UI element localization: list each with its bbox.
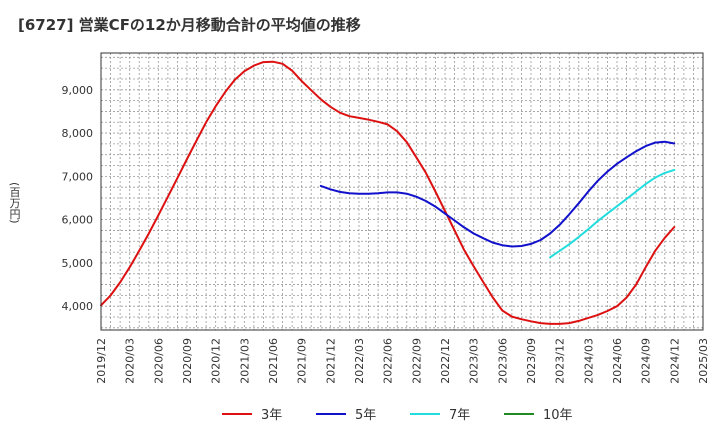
series-line <box>549 168 676 259</box>
series-line <box>319 140 676 248</box>
x-tick-label: 2023/06 <box>496 338 509 384</box>
x-tick-label: 2024/09 <box>640 338 653 384</box>
x-tick-label: 2020/03 <box>124 338 137 384</box>
x-tick-label: 2021/09 <box>296 338 309 384</box>
plot-frame <box>100 52 704 331</box>
y-tick-label: 8,000 <box>62 127 94 140</box>
y-tick-label: 9,000 <box>62 84 94 97</box>
y-tick-label: 6,000 <box>62 214 94 227</box>
legend-label: 10年 <box>543 408 573 423</box>
x-tick-label: 2021/06 <box>267 338 280 384</box>
legend-label: 5年 <box>355 408 376 423</box>
legend-label: 3年 <box>261 408 282 423</box>
x-tick-label: 2020/06 <box>152 338 165 384</box>
y-tick-label: 5,000 <box>62 257 94 270</box>
x-tick-label: 2019/12 <box>95 338 108 384</box>
x-tick-label: 2023/12 <box>554 338 567 384</box>
x-tick-label: 2024/03 <box>582 338 595 384</box>
y-axis-label: (百万円) <box>8 182 21 224</box>
x-tick-label: 2022/06 <box>382 338 395 384</box>
legend: 3年 5年 7年 10年 <box>222 408 573 423</box>
x-tick-label: 2021/03 <box>238 338 251 384</box>
series-lines <box>100 60 676 325</box>
y-tick-label: 4,000 <box>62 300 94 313</box>
x-tick-label: 2020/09 <box>181 338 194 384</box>
x-tick-label: 2025/03 <box>697 338 710 384</box>
x-tick-label: 2022/09 <box>410 338 423 384</box>
y-tick-labels: 4,000 5,000 6,000 7,000 8,000 9,000 <box>62 84 94 313</box>
grid-lines <box>100 53 704 330</box>
legend-label: 7年 <box>449 408 470 423</box>
x-tick-label: 2020/12 <box>210 338 223 384</box>
y-tick-label: 7,000 <box>62 170 94 183</box>
x-tick-labels: 2019/12 2020/03 2020/06 2020/09 2020/12 2021/… <box>95 338 710 384</box>
x-tick-label: 2023/03 <box>468 338 481 384</box>
x-tick-label: 2023/09 <box>525 338 538 384</box>
x-tick-label: 2024/12 <box>668 338 681 384</box>
series-line <box>100 60 676 325</box>
chart-title: [6727] 営業CFの12か月移動合計の平均値の推移 <box>18 16 361 34</box>
x-tick-label: 2022/12 <box>439 338 452 384</box>
x-tick-label: 2024/06 <box>611 338 624 384</box>
x-tick-label: 2022/03 <box>353 338 366 384</box>
x-tick-label: 2021/12 <box>324 338 337 384</box>
